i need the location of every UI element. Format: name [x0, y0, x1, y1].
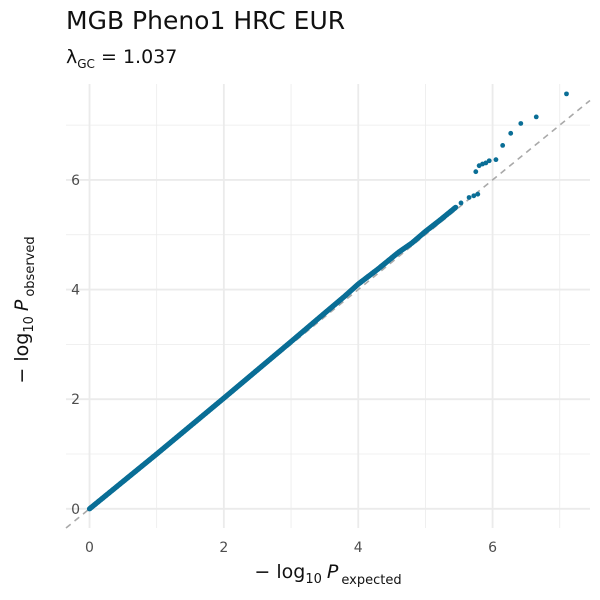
qq-point-outlier [466, 195, 472, 200]
qq-point [453, 204, 459, 210]
lambda-symbol: λ [66, 46, 78, 68]
y-tick-label: 2 [71, 392, 80, 408]
y-tick-label: 6 [71, 173, 80, 189]
qq-point-outlier [471, 193, 477, 199]
qq-point-outlier [458, 200, 464, 206]
chart-title: MGB Pheno1 HRC EUR [66, 6, 346, 35]
qq-point-outlier [486, 158, 492, 164]
lambda-subscript: GC [77, 57, 95, 71]
qq-point-outlier [508, 130, 514, 136]
chart-subtitle: λGC = 1.037 [66, 46, 177, 71]
lambda-value: 1.037 [122, 46, 178, 68]
grid-minor [66, 84, 590, 528]
qq-point-outlier [493, 157, 499, 163]
y-tick-labels: 0 2 4 6 [71, 173, 80, 518]
x-tick-label: 0 [85, 540, 94, 556]
x-tick-label: 4 [354, 540, 363, 556]
y-tick-label: 4 [71, 283, 80, 299]
qq-point-outlier [475, 191, 481, 197]
grid-major [66, 84, 590, 528]
qq-point-outlier [564, 91, 569, 97]
points-layer [86, 91, 569, 512]
y-axis-title: − log10Pobserved [11, 236, 38, 383]
lambda-equals: = [94, 46, 123, 68]
y-tick-label: 0 [71, 502, 80, 518]
x-tick-labels: 0 2 4 6 [85, 540, 497, 556]
x-tick-label: 2 [219, 540, 228, 556]
qq-point-outlier [500, 142, 506, 148]
qq-point-outlier [473, 169, 479, 175]
qq-point-outlier [533, 114, 539, 120]
x-tick-label: 6 [488, 540, 497, 556]
qq-point-outlier [518, 121, 524, 126]
